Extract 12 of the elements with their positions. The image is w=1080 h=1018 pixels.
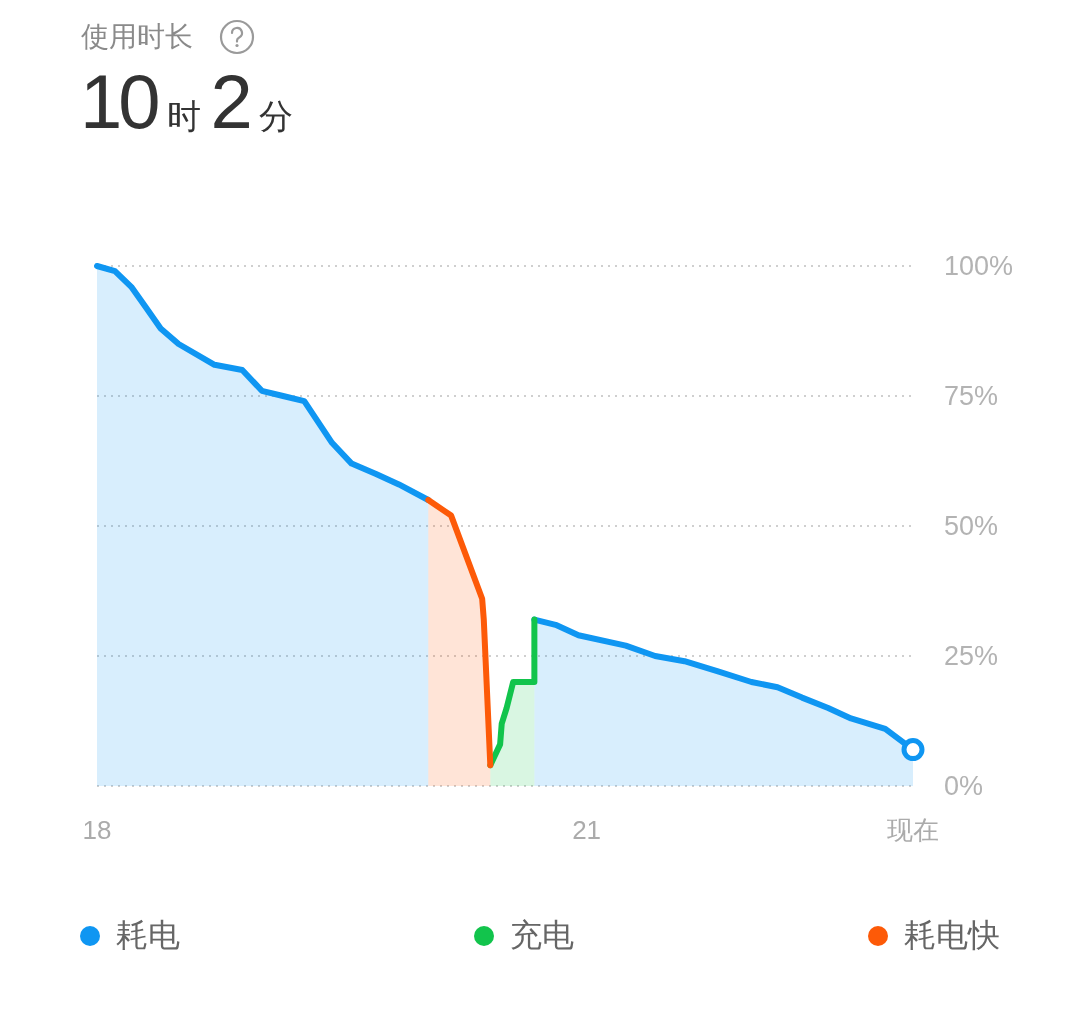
y-tick-label: 50% [944,511,999,541]
x-tick-label: 现在 [887,815,939,845]
chart-title: 使用时长 [81,20,193,54]
legend-label: 耗电 [116,916,180,955]
y-tick-label: 100% [944,251,1014,281]
x-tick-label: 18 [82,815,112,845]
y-tick-label: 0% [944,771,984,801]
legend-label: 充电 [510,916,574,955]
y-tick-label: 75% [944,381,999,411]
legend-label: 耗电快 [904,916,1000,955]
y-tick-label: 25% [944,641,999,671]
x-tick-label: 21 [572,815,602,845]
